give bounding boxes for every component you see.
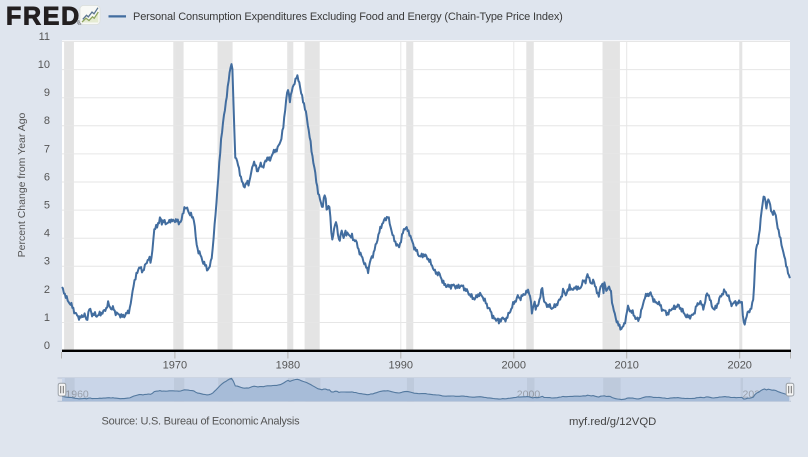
svg-text:3: 3	[44, 256, 50, 268]
svg-text:Percent Change from Year Ago: Percent Change from Year Ago	[16, 112, 28, 257]
svg-text:7: 7	[44, 143, 50, 155]
svg-text:2000: 2000	[502, 360, 526, 372]
svg-text:10: 10	[38, 59, 50, 71]
svg-text:6: 6	[44, 171, 50, 183]
svg-text:Personal Consumption Expenditu: Personal Consumption Expenditures Exclud…	[133, 11, 563, 23]
svg-text:Source: U.S. Bureau of Economi: Source: U.S. Bureau of Economic Analysis	[102, 416, 301, 428]
svg-text:FRED: FRED	[6, 3, 81, 31]
svg-text:®: ®	[77, 19, 82, 27]
svg-text:5: 5	[44, 200, 50, 212]
svg-text:4: 4	[44, 228, 50, 240]
svg-text:1980: 1980	[276, 360, 300, 372]
svg-text:2020: 2020	[727, 360, 751, 372]
svg-text:1970: 1970	[163, 360, 187, 372]
svg-text:8: 8	[44, 115, 50, 127]
svg-text:11: 11	[39, 31, 50, 43]
svg-text:myf.red/g/12VQD: myf.red/g/12VQD	[569, 416, 656, 428]
svg-text:1: 1	[44, 312, 50, 324]
svg-text:2: 2	[44, 284, 50, 296]
svg-text:1990: 1990	[389, 360, 413, 372]
svg-text:2010: 2010	[614, 360, 638, 372]
svg-text:9: 9	[44, 87, 50, 99]
svg-text:0: 0	[44, 340, 50, 352]
